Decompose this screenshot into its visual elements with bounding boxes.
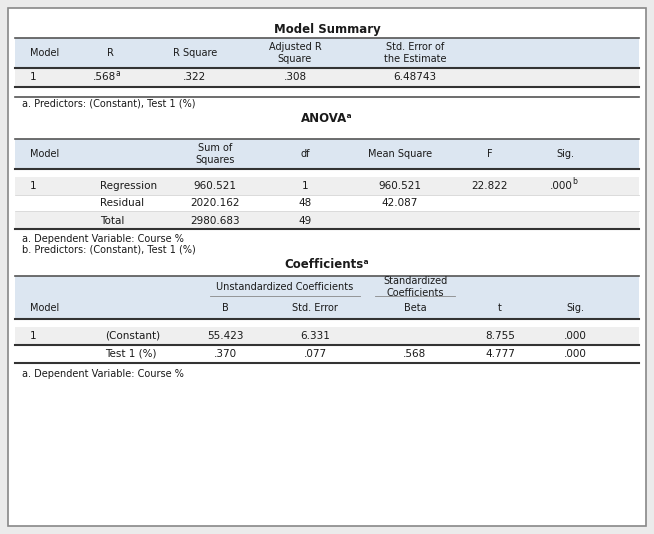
Text: a. Predictors: (Constant), Test 1 (%): a. Predictors: (Constant), Test 1 (%) (22, 99, 196, 109)
Text: .568: .568 (404, 349, 426, 359)
Text: 4.777: 4.777 (485, 349, 515, 359)
Text: Total: Total (100, 216, 124, 226)
Text: Test 1 (%): Test 1 (%) (105, 349, 156, 359)
Text: 1: 1 (30, 331, 37, 341)
Text: Sig.: Sig. (566, 303, 584, 313)
Text: F: F (487, 149, 493, 159)
Text: a: a (115, 69, 120, 78)
Text: Std. Error of
the Estimate: Std. Error of the Estimate (384, 42, 446, 64)
Text: 960.521: 960.521 (194, 181, 237, 191)
Text: 6.48743: 6.48743 (394, 73, 437, 82)
Text: 49: 49 (298, 216, 311, 226)
Text: b: b (572, 177, 577, 186)
Bar (15, 38, 639, 68)
Text: .077: .077 (303, 349, 326, 359)
Text: .568: .568 (94, 73, 116, 82)
Text: Coefficientsᵃ: Coefficientsᵃ (284, 257, 370, 271)
Text: Model: Model (30, 48, 60, 58)
Text: Residual: Residual (100, 198, 144, 208)
Text: ANOVAᵃ: ANOVAᵃ (301, 113, 353, 125)
Bar (15, 139, 639, 169)
Text: Regression: Regression (100, 181, 157, 191)
Text: (Constant): (Constant) (105, 331, 160, 341)
Text: 48: 48 (298, 198, 311, 208)
Text: Sig.: Sig. (556, 149, 574, 159)
Text: 2980.683: 2980.683 (190, 216, 240, 226)
Text: 42.087: 42.087 (382, 198, 418, 208)
Text: Model: Model (30, 303, 60, 313)
Text: Unstandardized Coefficients: Unstandardized Coefficients (216, 282, 354, 292)
Bar (15, 276, 639, 319)
Text: Adjusted R
Square: Adjusted R Square (269, 42, 321, 64)
Text: df: df (300, 149, 310, 159)
Bar (15, 212, 639, 229)
Text: Mean Square: Mean Square (368, 149, 432, 159)
Text: 1: 1 (301, 181, 308, 191)
Text: .000: .000 (549, 181, 572, 191)
Text: B: B (222, 303, 228, 313)
Text: 960.521: 960.521 (379, 181, 421, 191)
Text: .370: .370 (213, 349, 237, 359)
Text: Beta: Beta (404, 303, 426, 313)
Text: .322: .322 (183, 73, 207, 82)
Text: Sum of
Squares: Sum of Squares (196, 143, 235, 165)
Text: a. Dependent Variable: Course %: a. Dependent Variable: Course % (22, 369, 184, 379)
Bar (15, 68, 639, 87)
Text: .000: .000 (564, 349, 587, 359)
Text: 55.423: 55.423 (207, 331, 243, 341)
Text: a. Dependent Variable: Course %: a. Dependent Variable: Course % (22, 234, 184, 244)
Bar (15, 327, 639, 345)
Text: R: R (107, 48, 113, 58)
Text: b. Predictors: (Constant), Test 1 (%): b. Predictors: (Constant), Test 1 (%) (22, 245, 196, 255)
Text: Standardized
Coefficients: Standardized Coefficients (383, 276, 447, 298)
Text: .000: .000 (564, 331, 587, 341)
Text: 1: 1 (30, 181, 37, 191)
Text: t: t (498, 303, 502, 313)
Text: 8.755: 8.755 (485, 331, 515, 341)
Text: 6.331: 6.331 (300, 331, 330, 341)
Text: 1: 1 (30, 73, 37, 82)
Text: 2020.162: 2020.162 (190, 198, 240, 208)
Text: .308: .308 (283, 73, 307, 82)
Text: 22.822: 22.822 (472, 181, 508, 191)
Text: Model Summary: Model Summary (273, 23, 381, 36)
Bar (15, 177, 639, 195)
Text: Model: Model (30, 149, 60, 159)
Text: R Square: R Square (173, 48, 217, 58)
Text: Std. Error: Std. Error (292, 303, 338, 313)
